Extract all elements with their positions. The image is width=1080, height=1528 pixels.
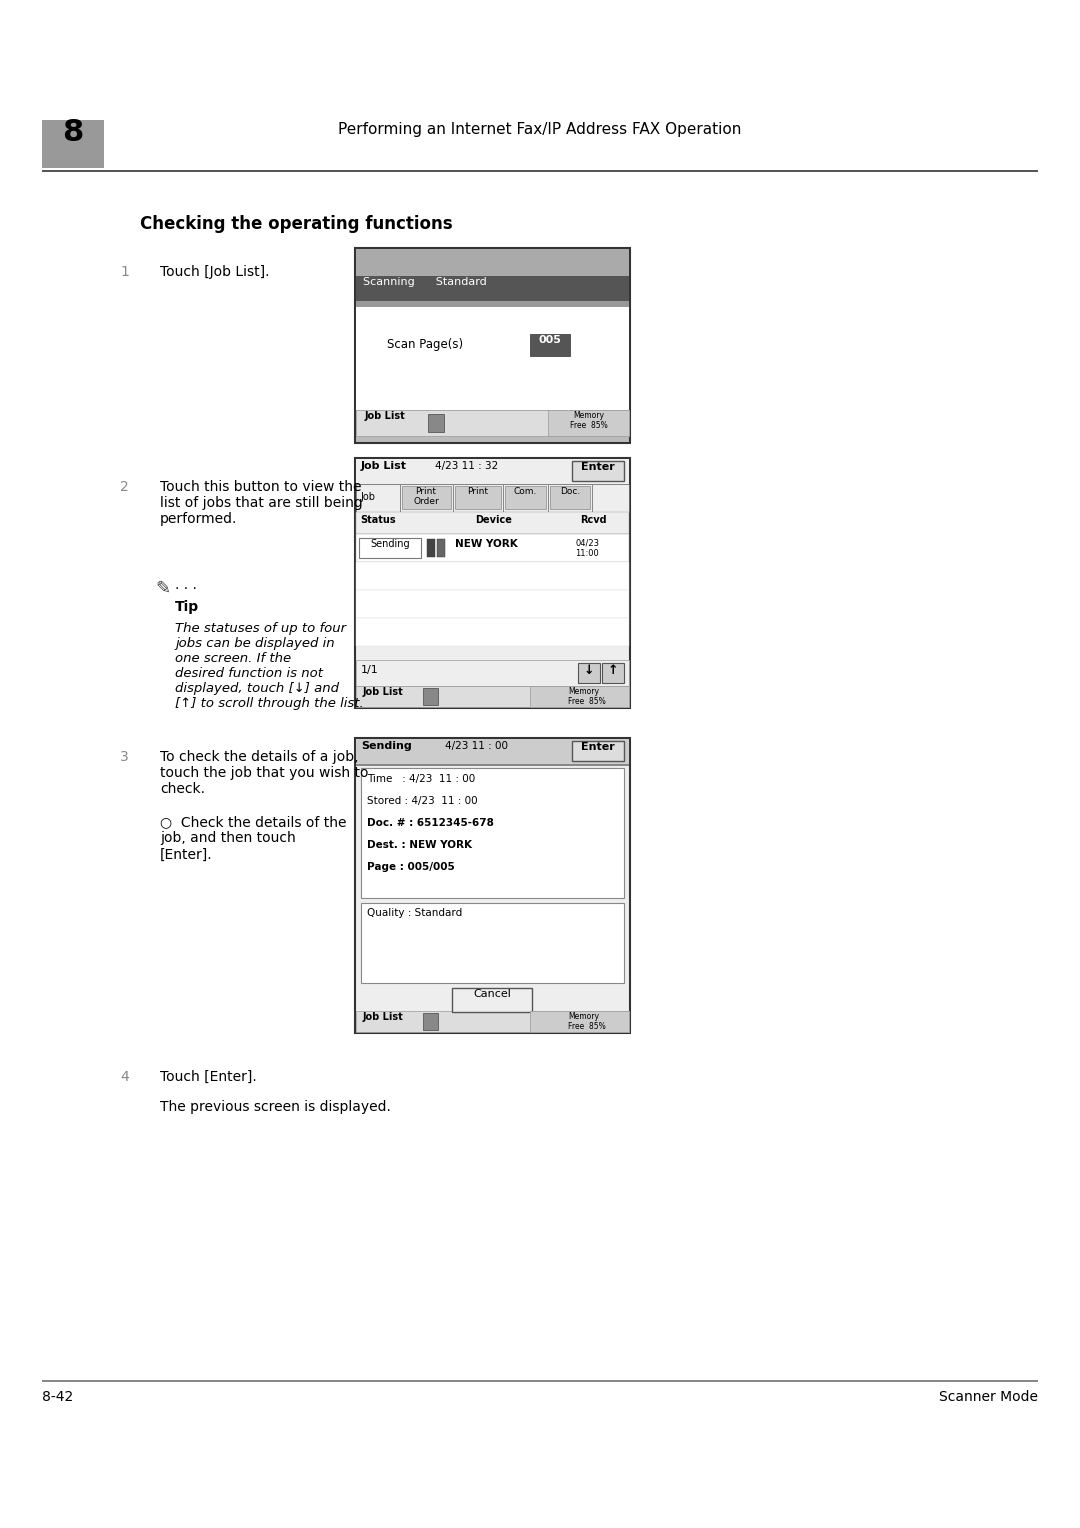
Bar	[356, 740, 629, 764]
Text: Sending: Sending	[361, 741, 411, 750]
Text: Stored : 4/23  11 : 00: Stored : 4/23 11 : 00	[367, 796, 477, 805]
Bar	[356, 617, 629, 646]
Bar	[572, 741, 624, 761]
Text: The previous screen is displayed.: The previous screen is displayed.	[160, 1100, 391, 1114]
Text: Job List: Job List	[361, 461, 407, 471]
Bar	[572, 461, 624, 481]
Bar	[437, 539, 445, 558]
Text: 1: 1	[120, 264, 129, 280]
Bar	[356, 458, 629, 484]
Text: ↑: ↑	[608, 665, 618, 677]
Bar	[356, 484, 629, 512]
Text: 3: 3	[120, 750, 129, 764]
Text: Scan Page(s): Scan Page(s)	[387, 338, 463, 351]
Bar	[530, 686, 629, 707]
Bar	[356, 307, 629, 410]
Bar	[356, 590, 629, 617]
Bar	[361, 769, 624, 898]
Text: Doc.: Doc.	[559, 487, 580, 497]
Text: Memory
Free  85%: Memory Free 85%	[568, 1012, 606, 1031]
Text: Memory
Free  85%: Memory Free 85%	[568, 688, 606, 706]
Text: Touch [Enter].: Touch [Enter].	[160, 1070, 257, 1083]
Bar	[356, 512, 629, 533]
Text: NEW YORK: NEW YORK	[455, 539, 517, 549]
Bar	[356, 764, 629, 766]
Bar	[455, 486, 501, 509]
Text: Touch this button to view the
list of jobs that are still being
performed.: Touch this button to view the list of jo…	[160, 480, 363, 527]
Bar	[505, 486, 546, 509]
Bar	[356, 249, 629, 277]
Text: Cancel: Cancel	[473, 989, 511, 999]
Text: Job List: Job List	[363, 688, 404, 697]
Text: Tip: Tip	[175, 601, 199, 614]
Text: Job: Job	[360, 492, 375, 503]
Text: Sending: Sending	[370, 539, 409, 549]
Bar	[356, 660, 629, 686]
Text: ○  Check the details of the
job, and then touch
[Enter].: ○ Check the details of the job, and then…	[160, 814, 347, 862]
Bar	[359, 538, 421, 558]
Text: 1/1: 1/1	[361, 665, 379, 675]
Text: Scanner Mode: Scanner Mode	[939, 1390, 1038, 1404]
Bar	[355, 458, 630, 707]
Text: Print: Print	[468, 487, 488, 497]
Bar	[423, 688, 438, 704]
Text: Doc. # : 6512345-678: Doc. # : 6512345-678	[367, 817, 494, 828]
Text: To check the details of a job,
touch the job that you wish to
check.: To check the details of a job, touch the…	[160, 750, 368, 796]
Bar	[356, 1012, 629, 1031]
Text: 4/23 11 : 00: 4/23 11 : 00	[445, 741, 508, 750]
Bar	[355, 738, 630, 1033]
Text: 8: 8	[63, 118, 83, 147]
Text: 4: 4	[120, 1070, 129, 1083]
Bar	[356, 686, 629, 707]
Text: Touch [Job List].: Touch [Job List].	[160, 264, 270, 280]
Bar	[428, 414, 444, 432]
Text: Time   : 4/23  11 : 00: Time : 4/23 11 : 00	[367, 775, 475, 784]
Text: Page : 005/005: Page : 005/005	[367, 862, 455, 872]
Text: Scanning      Standard: Scanning Standard	[363, 277, 487, 287]
Bar	[42, 170, 1038, 173]
Bar	[548, 410, 629, 435]
Bar	[402, 486, 451, 509]
Bar	[602, 663, 624, 683]
Text: The statuses of up to four
jobs can be displayed in
one screen. If the
desired f: The statuses of up to four jobs can be d…	[175, 622, 364, 711]
Text: Status: Status	[360, 515, 395, 526]
Bar	[356, 533, 629, 562]
Bar	[530, 335, 570, 356]
Text: Enter: Enter	[581, 743, 615, 752]
Text: Com.: Com.	[513, 487, 537, 497]
Bar	[427, 539, 435, 558]
Text: Device: Device	[475, 515, 512, 526]
Bar	[355, 248, 630, 443]
Text: . . .: . . .	[175, 578, 197, 591]
Bar	[356, 410, 629, 435]
Text: ↓: ↓	[584, 665, 594, 677]
Text: Dest. : NEW YORK: Dest. : NEW YORK	[367, 840, 472, 850]
Text: 4/23 11 : 32: 4/23 11 : 32	[435, 461, 498, 471]
Text: 005: 005	[539, 335, 562, 345]
Bar	[530, 1012, 629, 1031]
Bar	[423, 1013, 438, 1030]
Text: Rcvd: Rcvd	[580, 515, 607, 526]
Text: Performing an Internet Fax/IP Address FAX Operation: Performing an Internet Fax/IP Address FA…	[338, 122, 742, 138]
Text: 8-42: 8-42	[42, 1390, 73, 1404]
Text: 2: 2	[120, 480, 129, 494]
Text: Job List: Job List	[363, 1012, 404, 1022]
Bar	[550, 486, 590, 509]
Text: Quality : Standard: Quality : Standard	[367, 908, 462, 918]
Text: Checking the operating functions: Checking the operating functions	[140, 215, 453, 232]
Bar	[42, 121, 104, 168]
Text: ✎: ✎	[156, 581, 171, 597]
Bar	[356, 301, 629, 307]
Bar	[356, 562, 629, 590]
Text: Job List: Job List	[365, 411, 406, 422]
Bar	[453, 989, 532, 1012]
Bar	[578, 663, 600, 683]
Text: Print
Order: Print Order	[414, 487, 438, 506]
Text: Enter: Enter	[581, 461, 615, 472]
Bar	[361, 903, 624, 983]
Text: Memory
Free  85%: Memory Free 85%	[570, 411, 608, 431]
Bar	[356, 277, 629, 303]
Text: 04/23
11:00: 04/23 11:00	[575, 539, 599, 558]
